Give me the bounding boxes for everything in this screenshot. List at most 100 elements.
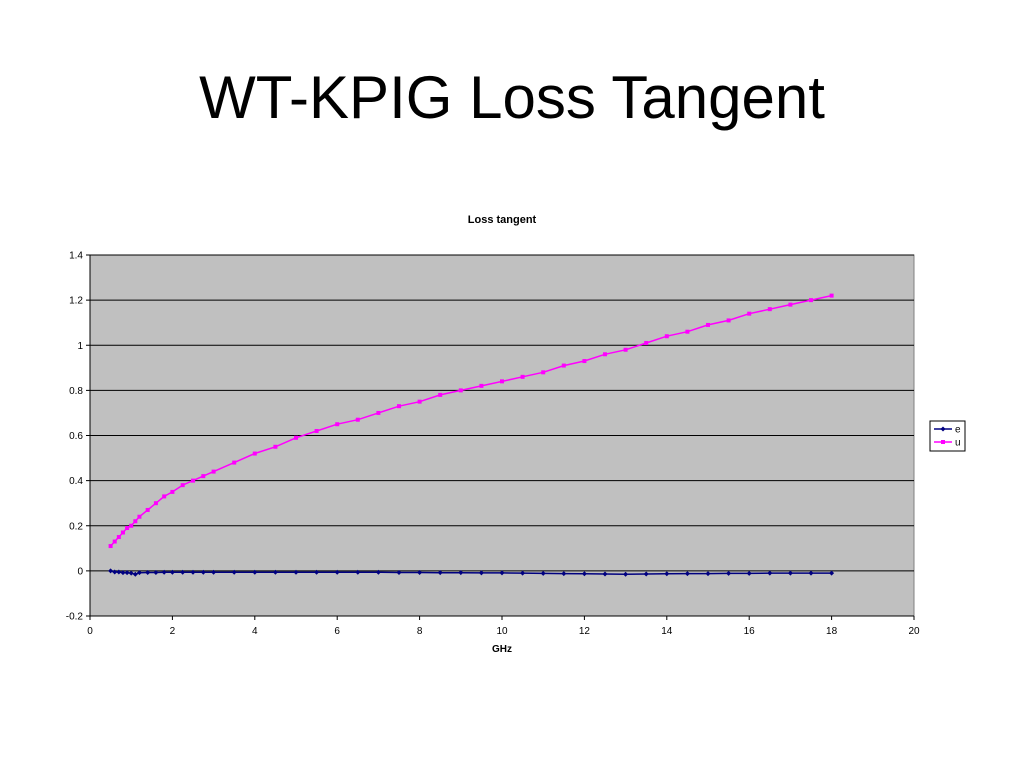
data-point-e [334,569,340,575]
series-e [108,568,835,577]
data-point-e [293,569,299,575]
chart-title: Loss tangent [468,214,537,226]
data-point-e [252,569,258,575]
data-point-e [124,570,130,576]
data-point-u [252,451,257,456]
series-u [108,293,834,549]
data-point-u [355,417,360,422]
data-point-u [120,530,125,535]
y-tick-label: 0.8 [69,386,83,397]
data-point-u [108,544,113,549]
y-tick-label: -0.2 [66,612,84,623]
legend-label-e: e [955,425,961,436]
y-tick-labels: 1.4 1.2 1 0.8 0.6 0.4 0.2 0 -0.2 [66,251,90,623]
data-point-e [190,569,196,575]
data-point-e [684,571,690,577]
data-point-e [829,570,835,576]
data-point-e [136,570,142,576]
data-point-e [417,569,423,575]
data-point-e [108,568,114,574]
legend-marker-e [940,426,946,432]
data-point-u [153,501,158,506]
data-point-u [137,514,142,519]
data-point-e [787,570,793,576]
y-tick-label: 1.4 [69,251,83,262]
y-tick-label: 0.4 [69,476,83,487]
data-point-u [726,318,731,323]
data-point-e [120,570,126,576]
data-point-e [561,571,567,577]
legend-item-u: u [934,438,961,449]
data-point-e [272,569,278,575]
data-point-e [211,569,217,575]
data-point-e [664,571,670,577]
x-tick-label: 12 [579,626,591,637]
x-tick-label: 10 [496,626,508,637]
data-point-e [145,569,151,575]
data-point-u [809,298,813,303]
data-point-e [520,570,526,576]
data-point-u [438,392,443,397]
legend-box [929,420,966,452]
data-point-u [170,489,175,494]
data-point-e [581,571,587,577]
data-point-u [125,526,130,531]
data-point-e [726,570,732,576]
data-point-e [540,570,546,576]
x-tick-label: 16 [744,626,756,637]
data-point-e [180,569,186,575]
x-tick-label: 2 [170,626,176,637]
data-point-e [602,571,608,577]
data-point-u [162,494,167,499]
x-tick-label: 4 [252,626,258,637]
x-tick-label: 8 [417,626,423,637]
data-point-u [180,483,185,488]
y-tick-label: 0.6 [69,431,83,442]
data-point-u [788,302,793,307]
data-point-u [211,469,216,474]
data-point-u [520,374,525,379]
data-point-e [200,569,206,575]
slide-title: WT-KPIG Loss Tangent [199,64,825,131]
x-tick-label: 0 [87,626,93,637]
y-tick-label: 1 [77,341,83,352]
data-point-e [623,571,629,577]
data-point-u [273,444,278,449]
x-tick-labels: 0 2 4 6 8 10 12 14 16 18 20 [87,616,920,637]
data-point-u [112,539,117,544]
data-point-u [129,523,134,528]
data-point-e [132,571,138,577]
data-point-e [375,569,381,575]
data-point-u [561,363,566,368]
data-point-u [116,535,121,540]
x-tick-label: 18 [826,626,838,637]
data-point-u [623,347,628,352]
x-tick-label: 20 [908,626,920,637]
data-point-u [232,460,237,465]
data-point-u [541,370,546,375]
data-point-e [458,570,464,576]
data-point-u [829,293,834,298]
data-point-u [201,474,206,479]
data-point-e [478,570,484,576]
data-point-u [314,428,319,433]
data-point-u [458,388,463,393]
data-point-u [191,478,195,483]
data-point-u [664,334,669,339]
data-point-e [314,569,320,575]
legend-label-u: u [955,438,961,449]
data-point-u [417,399,422,404]
data-point-e [767,570,773,576]
data-point-u [133,519,138,524]
series-layer [108,293,835,577]
data-point-u [500,379,504,384]
data-point-u [376,410,381,415]
data-point-e [355,569,361,575]
data-point-e [161,569,167,575]
data-point-u [644,340,649,345]
data-point-e [396,569,402,575]
data-point-u [767,307,772,312]
data-point-e [231,569,237,575]
data-point-e [643,571,649,577]
